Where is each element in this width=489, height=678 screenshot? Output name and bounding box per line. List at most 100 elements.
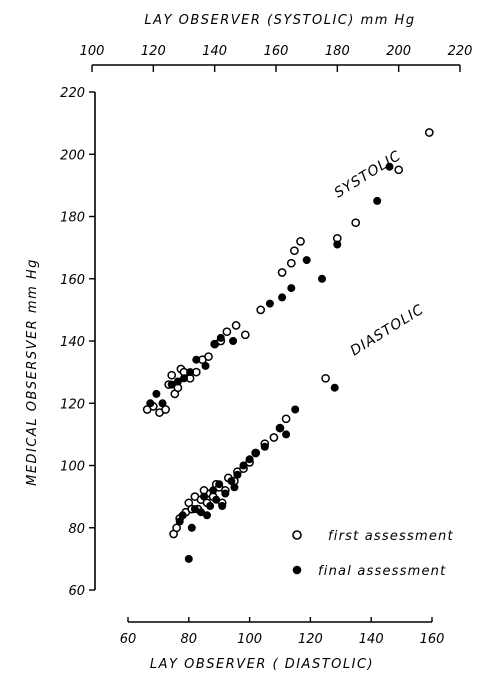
bottom-axis-tick-label: 160	[420, 632, 445, 647]
systolic-first-point	[277, 268, 287, 277]
diastolic-final-point	[215, 480, 224, 489]
diastolic-final-point	[260, 442, 269, 451]
top-axis: LAY OBSERVER (SYSTOLIC) mm Hg 100 120 140 1…	[80, 13, 473, 72]
bottom-axis-tick-label: 60	[120, 632, 137, 647]
systolic-first-point	[286, 258, 296, 268]
systolic-final-point	[278, 293, 287, 302]
bottom-axis-tick-label: 140	[359, 632, 384, 647]
diastolic-first-point	[172, 523, 181, 533]
systolic-first-point	[256, 305, 266, 315]
diastolic-final-point	[175, 517, 184, 526]
left-axis-tick-label: 220	[60, 86, 85, 101]
systolic-first-point	[161, 405, 170, 414]
diastolic-final-point	[212, 495, 221, 504]
diastolic-final-point	[209, 486, 218, 495]
systolic-final-point	[385, 162, 394, 171]
diastolic-final-point	[197, 508, 205, 517]
systolic-final-point	[158, 399, 167, 408]
bottom-axis-tick-label: 120	[298, 632, 323, 647]
systolic-final-point	[167, 380, 176, 389]
systolic-first-point	[240, 330, 250, 340]
systolic-first-point	[424, 128, 434, 137]
left-axis-tick-label: 100	[60, 460, 85, 475]
left-axis-tick-label: 80	[68, 522, 85, 537]
systolic-final-point	[373, 196, 382, 205]
diastolic-final-point	[233, 470, 242, 479]
systolic-final-point	[318, 274, 326, 283]
data-points	[142, 128, 434, 563]
systolic-final-point	[180, 374, 188, 383]
diastolic-first-point	[321, 373, 330, 383]
bottom-axis: 60 80 100 120 140 160 LAY OBSERVER ( DIASTOLI…	[120, 617, 445, 672]
diastolic-final-point	[251, 449, 260, 457]
left-axis-tick-label: 160	[60, 273, 85, 288]
systolic-first-point	[296, 237, 305, 246]
diastolic-final-point	[230, 483, 239, 492]
diastolic-final-point	[221, 489, 230, 498]
systolic-first-point	[222, 327, 232, 337]
systolic-first-point	[394, 165, 404, 175]
bottom-axis-tick-label: 80	[181, 632, 198, 647]
left-axis: MEDICAL OBSERSVER mm Hg 60 80 100 120 140 160…	[25, 86, 96, 599]
systolic-final-point	[210, 340, 219, 349]
top-axis-tick-label: 140	[202, 44, 227, 59]
diastolic-final-point	[291, 405, 300, 414]
top-axis-tick-label: 120	[141, 44, 166, 59]
top-axis-tick-label: 220	[448, 44, 473, 59]
diastolic-final-point	[276, 424, 284, 433]
diastolic-final-point	[245, 455, 254, 464]
diastolic-final-point	[184, 554, 193, 563]
systolic-final-point	[333, 240, 342, 249]
systolic-first-point	[290, 246, 299, 256]
diastolic-final-point	[190, 505, 199, 514]
left-axis-title: MEDICAL OBSERSVER mm Hg	[25, 258, 40, 486]
diastolic-final-point	[200, 492, 208, 501]
legend-marker-final	[292, 565, 302, 575]
systolic-first-point	[231, 321, 241, 330]
systolic-final-point	[229, 337, 238, 345]
systolic-final-point	[152, 389, 161, 398]
systolic-first-point	[204, 352, 213, 361]
left-axis-tick-label: 180	[60, 211, 85, 226]
systolic-final-point	[186, 368, 195, 377]
systolic-annotation: SYSTOLIC	[332, 148, 405, 202]
diastolic-annotation: DIASTOLIC	[348, 301, 427, 359]
top-axis-title: LAY OBSERVER (SYSTOLIC) mm Hg	[144, 13, 415, 28]
diastolic-final-point	[203, 511, 211, 520]
legend-label-final: final assessment	[318, 564, 446, 579]
systolic-final-point	[201, 361, 210, 370]
left-axis-tick-label: 140	[60, 335, 85, 350]
diastolic-first-point	[269, 433, 279, 442]
systolic-final-point	[173, 377, 182, 386]
diastolic-final-point	[178, 511, 187, 520]
bottom-axis-title: LAY OBSERVER ( DIASTOLIC)	[150, 657, 374, 672]
top-axis-tick-label: 100	[80, 44, 105, 59]
diastolic-first-point	[281, 414, 291, 424]
diastolic-final-point	[330, 383, 339, 392]
diastolic-final-point	[282, 430, 291, 439]
bottom-axis-tick-label: 100	[237, 632, 262, 647]
diastolic-final-point	[187, 523, 196, 532]
top-axis-tick-label: 180	[325, 44, 350, 59]
diastolic-final-point	[227, 477, 236, 486]
left-axis-tick-label: 120	[60, 397, 85, 412]
legend-marker-first	[292, 530, 302, 540]
systolic-final-point	[146, 399, 155, 408]
systolic-final-point	[302, 256, 311, 265]
systolic-first-point	[351, 218, 361, 228]
top-axis-tick-label: 200	[386, 44, 411, 59]
systolic-final-point	[216, 333, 225, 342]
left-axis-tick-label: 60	[68, 584, 85, 599]
diastolic-final-point	[206, 502, 215, 510]
top-axis-tick-label: 160	[264, 44, 289, 59]
systolic-first-point	[167, 370, 177, 380]
legend: first assessment final assessment	[292, 529, 454, 579]
legend-label-first: first assessment	[328, 529, 454, 544]
systolic-final-point	[265, 299, 274, 308]
systolic-final-point	[192, 355, 201, 364]
systolic-final-point	[287, 284, 296, 293]
diastolic-final-point	[239, 461, 248, 470]
diastolic-final-point	[218, 502, 227, 510]
left-axis-tick-label: 200	[60, 148, 85, 163]
